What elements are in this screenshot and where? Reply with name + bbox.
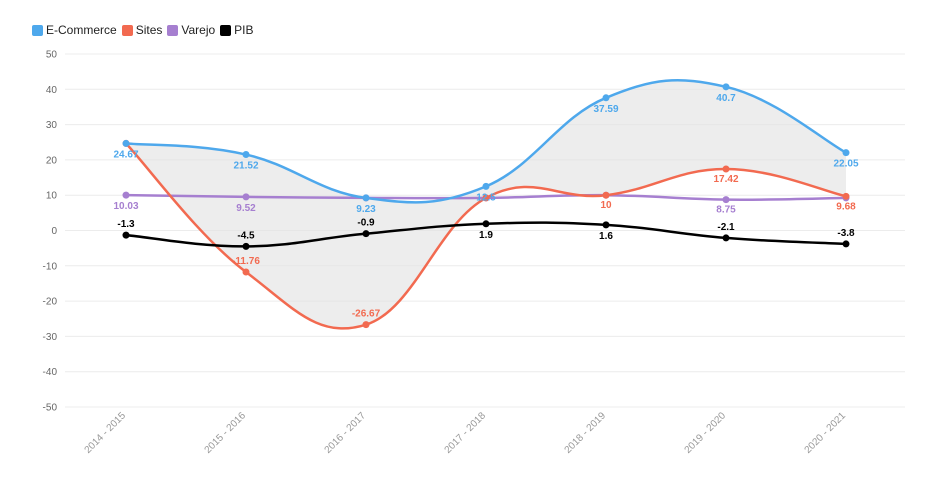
data-label-sites: 17.42: [713, 174, 738, 185]
point-ecommerce: [842, 149, 850, 157]
data-label-ecommerce: 9.23: [356, 204, 376, 215]
data-label-varejo: 9.52: [236, 203, 256, 214]
data-label-pib: -0.9: [357, 218, 375, 229]
legend: E-Commerce Sites Varejo PIB: [32, 23, 254, 37]
data-label-ecommerce: 22.05: [833, 159, 858, 170]
point-varejo: [122, 191, 130, 199]
legend-label-pib: PIB: [234, 23, 254, 37]
x-tick-label: 2019 - 2020: [683, 410, 729, 456]
point-pib: [362, 230, 370, 238]
data-label-pib: -1.3: [117, 219, 135, 230]
point-sites: [602, 191, 610, 199]
x-tick-label: 2015 - 2016: [203, 410, 249, 456]
data-label-pib: -2.1: [717, 222, 735, 233]
legend-item-ecommerce[interactable]: E-Commerce: [32, 23, 117, 37]
legend-swatch-pib: [220, 24, 232, 36]
point-pib: [242, 242, 250, 250]
point-varejo: [242, 193, 250, 201]
data-label-ecommerce: 12.5: [476, 192, 496, 203]
point-ecommerce: [482, 182, 490, 190]
data-label-pib: 1.6: [599, 231, 613, 242]
y-tick-label: 50: [46, 50, 58, 61]
legend-label-ecommerce: E-Commerce: [46, 23, 117, 37]
point-ecommerce: [122, 139, 130, 147]
data-label-sites: 9.68: [836, 201, 856, 212]
data-label-sites: 10: [600, 200, 612, 211]
point-ecommerce: [722, 83, 730, 91]
legend-item-varejo[interactable]: Varejo: [167, 23, 215, 37]
legend-swatch-varejo: [167, 24, 179, 36]
point-ecommerce: [602, 94, 610, 102]
band-area: [126, 80, 846, 329]
y-tick-label: -50: [43, 403, 58, 414]
legend-item-pib[interactable]: PIB: [220, 23, 254, 37]
data-label-pib: 1.9: [479, 230, 493, 241]
x-tick-label: 2018 - 2019: [563, 410, 609, 456]
data-label-varejo: 10.03: [113, 201, 138, 212]
y-tick-label: -40: [43, 367, 58, 378]
y-tick-label: 40: [46, 85, 58, 96]
y-tick-label: 10: [46, 191, 58, 202]
point-pib: [722, 234, 730, 242]
point-ecommerce: [362, 194, 370, 202]
point-sites: [482, 194, 490, 202]
y-tick-label: 0: [51, 226, 57, 237]
point-pib: [122, 231, 130, 239]
data-label-varejo: 8.75: [716, 205, 736, 216]
data-label-ecommerce: 40.7: [716, 93, 736, 104]
point-ecommerce: [242, 151, 250, 159]
data-label-sites: -11.76: [232, 256, 260, 267]
data-label-ecommerce: 37.59: [593, 104, 618, 115]
point-pib: [842, 240, 850, 248]
y-tick-label: -30: [43, 332, 58, 343]
point-sites: [362, 321, 370, 329]
point-sites: [722, 165, 730, 173]
point-sites: [842, 192, 850, 200]
point-sites: [242, 268, 250, 276]
y-tick-label: 30: [46, 120, 58, 131]
data-label-ecommerce: 21.52: [233, 161, 258, 172]
legend-item-sites[interactable]: Sites: [121, 23, 163, 37]
x-tick-label: 2020 - 2021: [803, 410, 849, 456]
point-pib: [482, 220, 490, 228]
legend-swatch-ecommerce: [32, 24, 43, 36]
data-label-pib: -3.8: [837, 228, 855, 239]
data-label-sites: -26.67: [352, 309, 381, 320]
point-varejo: [722, 196, 730, 204]
data-label-ecommerce: 24.67: [113, 149, 138, 160]
legend-label-varejo: Varejo: [181, 23, 216, 37]
legend-swatch-sites: [121, 24, 133, 36]
data-label-pib: -4.5: [237, 230, 255, 241]
point-pib: [602, 221, 610, 229]
x-tick-label: 2017 - 2018: [443, 410, 489, 456]
x-tick-label: 2014 - 2015: [83, 410, 129, 456]
y-tick-label: -20: [43, 297, 58, 308]
y-tick-label: 20: [46, 155, 58, 166]
x-tick-label: 2016 - 2017: [323, 410, 369, 456]
legend-label-sites: Sites: [135, 23, 163, 37]
y-tick-label: -10: [43, 261, 58, 272]
